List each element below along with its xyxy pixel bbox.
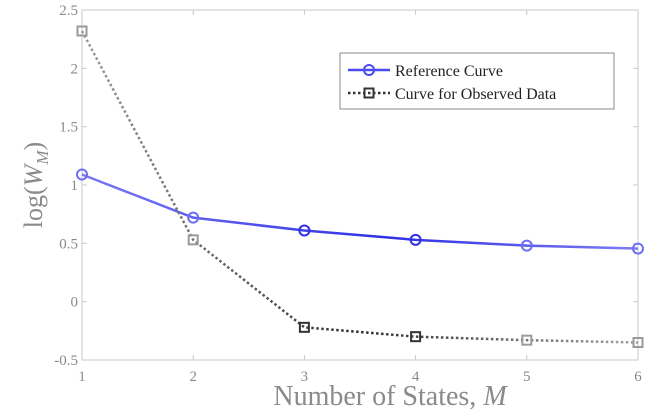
data-point-reference xyxy=(76,168,88,181)
x-axis-label-variable: M xyxy=(482,381,508,412)
legend-label-reference: Reference Curve xyxy=(395,63,503,80)
y-axis-label-variable: W xyxy=(19,162,48,186)
y-axis-label-suffix: ) xyxy=(19,142,48,151)
y-tick-label: -0.5 xyxy=(54,353,78,369)
data-point-reference xyxy=(520,239,533,252)
y-tick-label: 2 xyxy=(71,61,79,77)
y-axis-label: log(WM) xyxy=(19,142,52,228)
data-point-observed xyxy=(410,331,422,343)
x-tick-label: 4 xyxy=(412,369,420,385)
x-tick-label: 3 xyxy=(301,369,309,385)
legend: Reference Curve Curve for Observed Data xyxy=(339,52,615,110)
legend-marker-observed xyxy=(363,87,375,99)
y-tick-label: 1 xyxy=(71,178,79,194)
y-tick-label: 1.5 xyxy=(59,120,78,136)
data-point-reference xyxy=(632,242,644,255)
x-tick-label: 5 xyxy=(523,369,531,385)
series-line-reference xyxy=(81,173,639,250)
series-line-observed xyxy=(80,30,639,344)
x-axis-label-text: Number of States, xyxy=(273,381,483,412)
data-point-reference xyxy=(298,224,311,237)
y-axis: 2.5 2 1.5 1 0.5 0 -0.5 xyxy=(54,3,638,369)
data-point-observed xyxy=(632,337,644,348)
y-tick-label: 0 xyxy=(71,295,79,311)
data-point-observed xyxy=(521,334,533,346)
x-tick-label: 1 xyxy=(78,369,86,385)
legend-box xyxy=(339,52,615,110)
x-tick-label: 2 xyxy=(189,369,197,385)
data-point-observed xyxy=(298,321,310,333)
x-axis-label: Number of States, M xyxy=(273,381,508,412)
x-tick-label: 6 xyxy=(634,369,642,385)
y-axis-label-subscript: M xyxy=(33,150,52,166)
data-point-observed xyxy=(76,25,88,37)
x-axis: 1 2 3 4 5 6 xyxy=(78,10,642,385)
legend-label-observed: Curve for Observed Data xyxy=(395,86,556,103)
y-axis-label-prefix: log( xyxy=(19,186,48,228)
data-point-observed xyxy=(187,234,199,246)
data-point-reference xyxy=(409,233,422,246)
y-tick-label: 0.5 xyxy=(59,236,78,252)
series-layer xyxy=(76,25,644,348)
data-point-reference xyxy=(187,211,200,224)
y-tick-label: 2.5 xyxy=(59,3,78,19)
legend-marker-reference xyxy=(363,64,375,76)
